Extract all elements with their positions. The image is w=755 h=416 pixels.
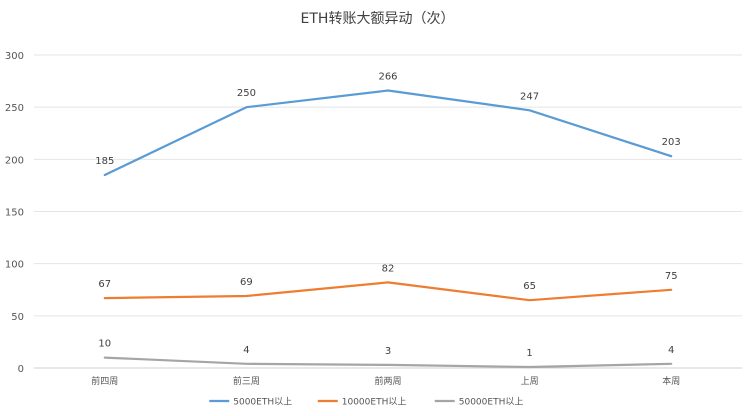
x-tick-label: 上周	[521, 376, 539, 387]
y-tick-label: 0	[18, 364, 24, 375]
legend: 5000ETH以上 10000ETH以上 50000ETH以上	[209, 397, 523, 408]
data-label: 266	[378, 71, 397, 82]
y-axis: 0 50 100 150 200 250 300	[5, 51, 24, 375]
x-tick-label: 前三周	[233, 375, 260, 387]
series-group: 185 250 266 247 203 67 69 82 65 75 10 4 3 1 4	[95, 71, 681, 369]
y-tick-label: 100	[5, 260, 24, 271]
chart-title: ETH转账大额异动（次）	[300, 11, 455, 27]
series-1: 185 250 266 247 203	[95, 71, 681, 177]
series-2: 67 69 82 65 75	[98, 263, 678, 302]
legend-label: 5000ETH以上	[233, 397, 292, 408]
legend-item: 50000ETH以上	[434, 397, 524, 408]
x-tick-label: 本周	[662, 375, 680, 387]
x-tick-label: 前四周	[91, 375, 118, 387]
grid-lines	[34, 54, 742, 369]
data-label: 4	[668, 345, 674, 356]
data-label: 82	[382, 263, 395, 274]
x-axis: 前四周 前三周 前两周 上周 本周	[91, 375, 680, 387]
series-line	[103, 356, 673, 369]
legend-item: 10000ETH以上	[317, 397, 407, 408]
data-label: 250	[237, 88, 256, 99]
series-3: 10 4 3 1 4	[98, 339, 674, 369]
data-label: 69	[240, 277, 253, 288]
data-label: 75	[665, 271, 678, 282]
y-tick-label: 250	[5, 103, 24, 114]
data-label: 3	[385, 346, 391, 357]
data-label: 185	[95, 156, 114, 167]
legend-label: 50000ETH以上	[459, 397, 524, 408]
data-label: 1	[526, 348, 532, 359]
legend-label: 10000ETH以上	[342, 397, 407, 408]
data-label: 4	[243, 345, 249, 356]
x-tick-label: 前两周	[374, 375, 401, 387]
data-label: 67	[98, 279, 111, 290]
legend-item: 5000ETH以上	[209, 397, 292, 408]
y-tick-label: 150	[5, 208, 24, 219]
y-tick-label: 200	[5, 155, 24, 166]
data-label: 247	[520, 91, 539, 102]
data-label: 10	[98, 339, 111, 350]
y-tick-label: 300	[5, 51, 24, 62]
y-tick-label: 50	[11, 312, 24, 323]
series-line	[103, 89, 673, 177]
data-label: 203	[662, 137, 681, 148]
data-label: 65	[523, 281, 536, 292]
series-line	[103, 281, 673, 302]
